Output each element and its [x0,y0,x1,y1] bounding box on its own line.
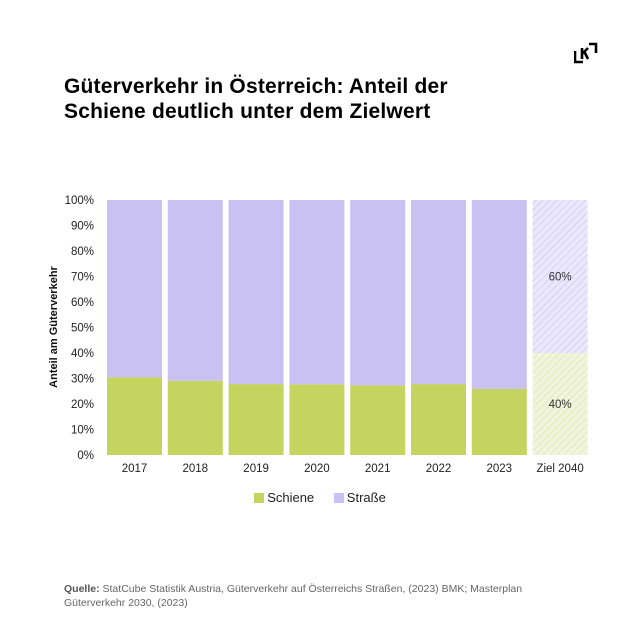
y-tick-label: 60% [71,297,94,309]
bar-schiene-2019 [228,384,284,455]
bar-strasse-2021 [350,200,406,386]
bar-schiene-2017 [107,377,162,455]
source-label: Quelle: [64,583,100,595]
legend-label-schiene: Schiene [267,490,315,505]
legend-item-strasse: Straße [333,490,386,505]
chart-title-line-2: Schiene deutlich unter dem Zielwert [64,100,431,123]
x-tick-label: 2018 [183,463,209,475]
legend-item-schiene: Schiene [254,490,314,505]
y-tick-label: 30% [71,374,94,386]
x-tick-label: 2019 [243,463,269,475]
bar-schiene-2018 [167,380,223,455]
bar-schiene-2020 [289,384,345,455]
chart-title: Güterverkehr in Österreich: Anteil der S… [64,74,584,124]
bar-schiene-2021 [350,385,406,455]
x-axis-ticks: 2017 2018 2019 2020 2021 2022 2023 Ziel 2040 [122,463,584,475]
y-axis-label: Anteil am Güterverkehr [48,265,60,387]
y-axis-ticks: 0% 10% 20% 30% 40% 50% 60% 70% 80% 90% 100% [65,195,94,462]
y-tick-label: 10% [71,425,94,437]
y-tick-label: 0% [77,450,94,462]
bar-schiene-ziel-2040 [532,353,588,455]
bar-schiene-2023 [471,388,527,455]
data-label: 60% [549,272,572,284]
legend: Schiene Straße [0,490,640,506]
y-tick-label: 40% [71,348,94,360]
kontrast-logo-icon [574,42,598,64]
x-tick-label: 2020 [304,463,330,475]
legend-swatch-schiene [254,492,265,503]
x-tick-label: Ziel 2040 [536,463,583,475]
bar-strasse-2020 [289,200,345,385]
y-tick-label: 70% [71,272,94,284]
chart-title-line-1: Güterverkehr in Österreich: Anteil der [64,75,448,98]
bar-strasse-ziel-2040 [532,200,588,353]
data-label: 40% [549,399,572,411]
x-tick-label: 2023 [487,463,513,475]
y-tick-label: 50% [71,323,94,335]
y-tick-label: 100% [65,195,94,207]
source-note: Quelle: StatCube Statistik Austria, Güte… [64,582,584,610]
bar-strasse-2017 [107,200,162,378]
x-tick-label: 2021 [365,463,391,475]
y-tick-label: 20% [71,399,94,411]
bar-strasse-2023 [471,200,527,389]
y-tick-label: 80% [71,246,94,258]
x-tick-label: 2022 [426,463,452,475]
x-tick-label: 2017 [122,463,148,475]
bar-strasse-2022 [411,200,466,385]
bar-strasse-2018 [167,200,223,381]
annotations: 60% 40% [549,272,572,412]
bar-schiene-2022 [411,384,466,455]
source-text: StatCube Statistik Austria, Güterverkehr… [64,583,523,609]
bar-strasse-2019 [228,200,284,385]
legend-swatch-strasse [333,492,344,503]
bars [107,200,588,455]
legend-label-strasse: Straße [346,490,386,505]
y-tick-label: 90% [71,221,94,233]
